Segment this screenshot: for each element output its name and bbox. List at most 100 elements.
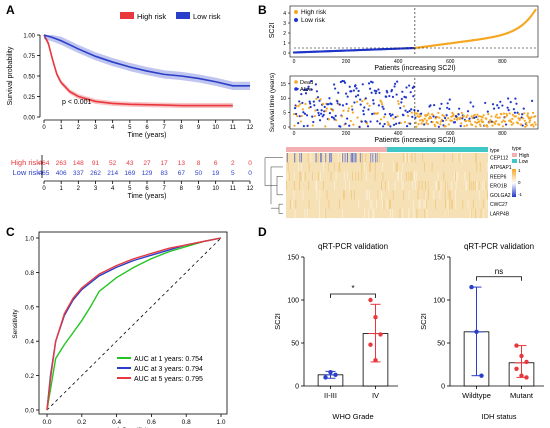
ci-band-low — [44, 35, 250, 90]
heatmap-cell — [295, 199, 297, 209]
y-tick-label: 10 — [280, 96, 286, 102]
heatmap-cell — [470, 208, 471, 219]
significance-label: ns — [495, 267, 503, 276]
data-point — [532, 125, 535, 128]
data-point — [325, 107, 328, 110]
data-point — [352, 89, 356, 92]
y-tick-label: 0 — [295, 384, 299, 391]
data-point — [395, 122, 398, 125]
roc-curve-1 — [46, 237, 222, 411]
data-point — [306, 124, 309, 127]
data-point — [348, 85, 351, 88]
data-point — [496, 104, 499, 107]
data-point — [346, 95, 349, 98]
legend-label-low: Low — [519, 159, 529, 165]
heatmap-cell — [424, 190, 426, 200]
heatmap-cell — [286, 153, 287, 163]
data-point — [463, 125, 466, 128]
data-point — [303, 112, 307, 115]
heatmap-cell — [308, 162, 310, 172]
heatmap-cell — [445, 180, 447, 191]
data-point — [513, 111, 516, 114]
data-point — [507, 97, 510, 100]
heatmap-cell — [304, 171, 306, 181]
data-point — [431, 121, 434, 124]
heatmap-cell — [320, 171, 321, 181]
data-point — [514, 97, 517, 100]
risk-table-cell: 262 — [90, 170, 101, 177]
data-point — [460, 122, 463, 125]
data-point — [328, 112, 332, 115]
data-point — [426, 113, 429, 117]
data-point — [323, 375, 328, 380]
data-point — [384, 113, 387, 116]
heatmap-cell — [369, 190, 371, 200]
data-point — [512, 122, 515, 125]
data-point — [358, 125, 361, 129]
data-point — [523, 119, 526, 122]
data-point — [402, 114, 405, 117]
heatmap-cell — [304, 208, 306, 219]
heatmap-cell — [421, 180, 423, 191]
heatmap-cell — [288, 171, 290, 181]
heatmap-cell — [347, 171, 349, 181]
data-point — [479, 124, 482, 128]
heatmap-cell — [360, 153, 362, 163]
data-point — [354, 95, 358, 98]
y-tick-label: 100 — [433, 298, 445, 305]
data-point — [522, 117, 525, 120]
heatmap-cell — [359, 153, 361, 163]
heatmap-cell — [308, 199, 310, 209]
data-point — [345, 102, 348, 106]
heatmap-cell — [478, 190, 480, 200]
heatmap-cell — [352, 153, 353, 163]
data-point — [371, 81, 374, 84]
heatmap-cell — [394, 180, 396, 191]
data-point — [472, 105, 475, 108]
data-point — [334, 114, 337, 117]
heatmap-cell — [455, 180, 457, 191]
legend-marker-high — [294, 10, 298, 14]
risk-table-cell: 0 — [248, 170, 252, 177]
heatmap-cell — [310, 153, 312, 163]
heatmap-cell — [338, 162, 340, 172]
legend-label-1: AUC at 1 years: 0.754 — [134, 356, 203, 363]
data-point — [441, 119, 445, 123]
x-tick-label: 2 — [77, 186, 81, 192]
data-point — [314, 109, 317, 112]
data-point — [360, 120, 363, 123]
heatmap-cell — [446, 180, 448, 191]
risk-table-cell: 129 — [142, 170, 153, 177]
data-point — [528, 119, 532, 122]
heatmap-cell — [287, 162, 289, 172]
data-point — [486, 125, 489, 128]
data-point — [400, 101, 403, 104]
heatmap-cell — [444, 199, 446, 209]
heatmap-cell — [482, 208, 484, 219]
heatmap-cell — [352, 171, 354, 181]
data-point — [372, 102, 375, 105]
data-point — [526, 114, 529, 117]
heatmap-cell — [469, 171, 471, 181]
data-point — [476, 118, 480, 121]
data-point — [351, 111, 354, 114]
heatmap-cell — [354, 153, 356, 163]
data-point — [314, 83, 317, 86]
data-point — [372, 99, 375, 102]
data-point — [429, 104, 432, 107]
data-point — [316, 108, 319, 112]
data-point — [386, 91, 389, 94]
data-point — [339, 125, 342, 128]
data-point — [436, 115, 439, 119]
data-point — [491, 103, 495, 106]
curve-low — [43, 34, 250, 87]
data-point — [322, 113, 325, 116]
data-point — [305, 88, 308, 92]
data-point — [519, 353, 524, 359]
data-point — [389, 114, 393, 117]
heatmap-cell — [312, 171, 314, 181]
significance-bracket — [476, 276, 522, 281]
heatmap-cell — [448, 190, 450, 200]
heatmap-cell — [408, 171, 410, 181]
